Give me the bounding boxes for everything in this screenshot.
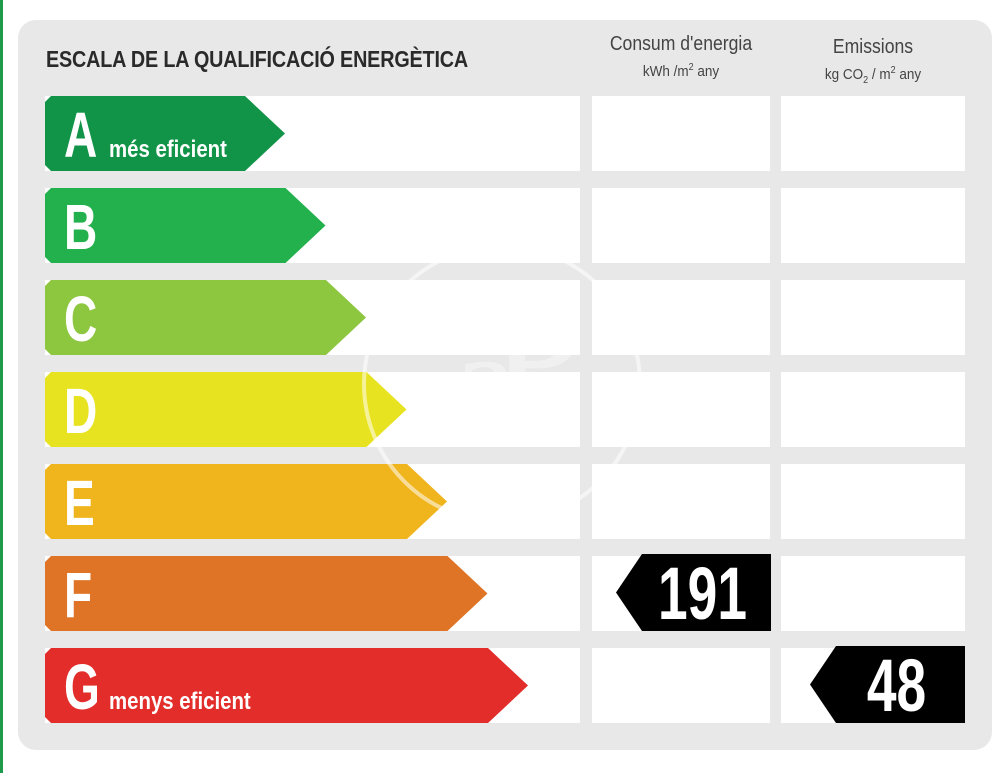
energy-consumption-arrow [616, 554, 771, 631]
emissions-cell-f [781, 556, 965, 631]
energy-cell-a [592, 96, 770, 171]
energy-column-unit: kWh /m2 any [642, 62, 720, 80]
rating-bar-shape-b [45, 188, 326, 263]
rating-bar-shape-e [45, 464, 447, 539]
rating-bar-shape-a [45, 96, 285, 171]
emissions-cell-d [781, 372, 965, 447]
rating-bar-shape-g [45, 648, 528, 723]
rating-letter-c: C [64, 283, 98, 355]
rating-bar-g [45, 648, 528, 723]
energy-column-title: Consum d'energia [609, 33, 753, 55]
emissions-cell-a [781, 96, 965, 171]
worst-efficiency-label: menys eficient [109, 688, 251, 715]
rating-bar-shape-d [45, 372, 407, 447]
rating-letter-d: D [64, 375, 98, 447]
rating-bar-f [45, 556, 488, 631]
rating-letter-g: G [64, 651, 100, 723]
rating-letter-a: A [64, 99, 98, 171]
rating-letter-b: B [64, 191, 98, 263]
emissions-column-header: Emissions kg CO2 / m2 any [781, 36, 965, 86]
left-edge-line [0, 0, 3, 773]
emissions-arrow [810, 646, 965, 723]
emissions-cell-c [781, 280, 965, 355]
energy-consumption-arrow-shape [616, 554, 771, 631]
emissions-cell-e [781, 464, 965, 539]
best-efficiency-label: més eficient [109, 136, 227, 163]
rating-bar-e [45, 464, 447, 539]
energy-cell-e [592, 464, 770, 539]
emissions-value: 48 [866, 644, 927, 727]
rating-letter-e: E [64, 467, 95, 539]
emissions-column-unit: kg CO2 / m2 any [824, 65, 922, 86]
rating-bar-a [45, 96, 285, 171]
rating-bar-c [45, 280, 366, 355]
rating-bar-b [45, 188, 326, 263]
rating-bar-d [45, 372, 407, 447]
energy-consumption-value: 191 [658, 552, 747, 635]
rating-letter-f: F [64, 559, 93, 631]
energy-cell-c [592, 280, 770, 355]
energy-cell-b [592, 188, 770, 263]
emissions-column-title: Emissions [832, 36, 914, 58]
rating-bar-shape-f [45, 556, 488, 631]
emissions-arrow-shape [810, 646, 965, 723]
energy-cell-d [592, 372, 770, 447]
chart-title: ESCALA DE LA QUALIFICACIÓ ENERGÈTICA [46, 46, 469, 72]
energy-column-header: Consum d'energia kWh /m2 any [592, 33, 770, 80]
rating-bar-shape-c [45, 280, 366, 355]
emissions-cell-b [781, 188, 965, 263]
energy-cell-g [592, 648, 770, 723]
